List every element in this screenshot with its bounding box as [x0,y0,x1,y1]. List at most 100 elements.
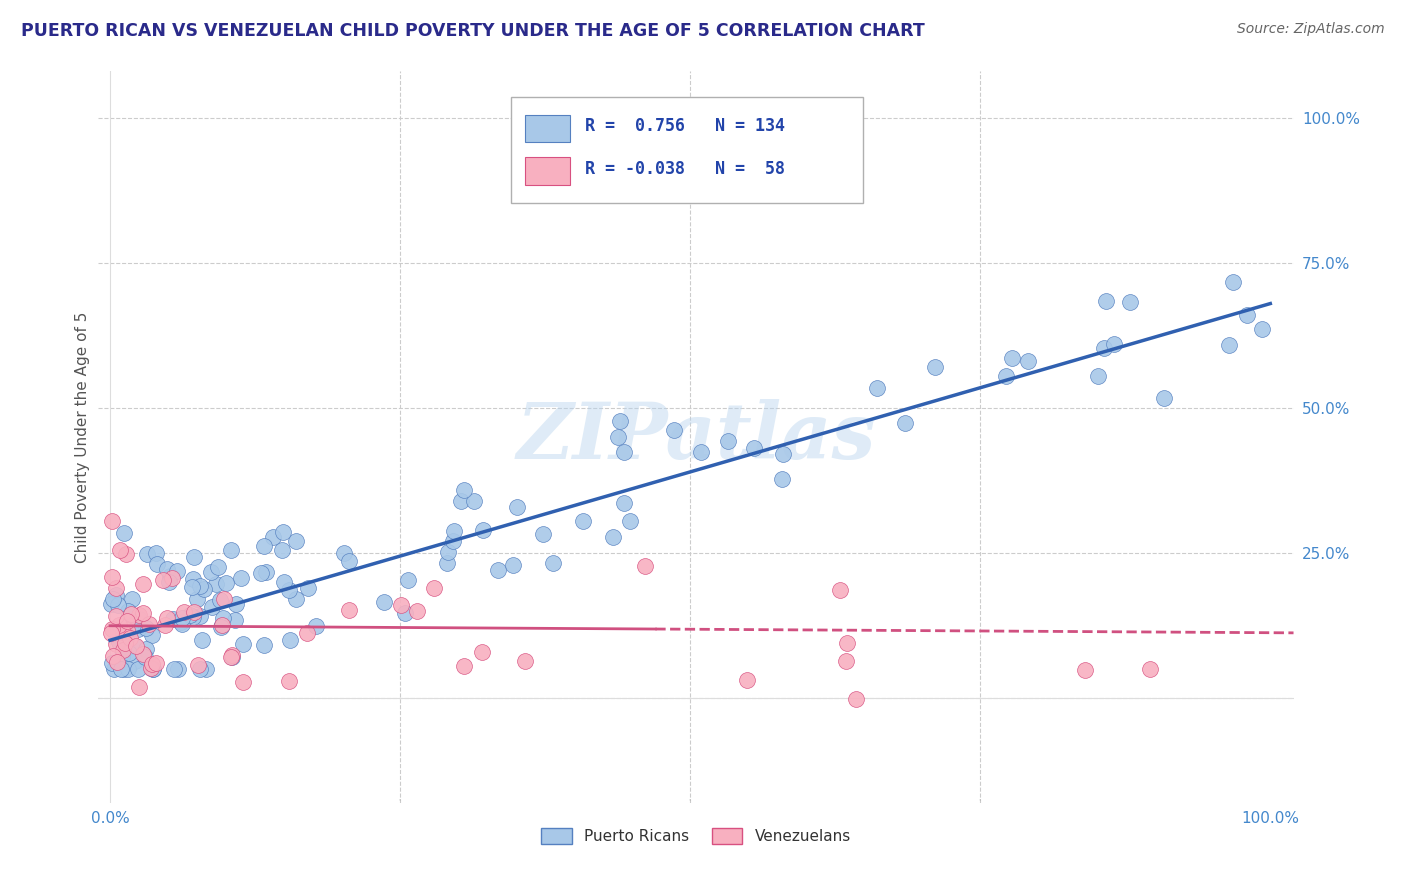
Point [156,610,179,624]
Point [845,691,868,706]
Point [111,625,134,640]
Point [128,616,150,631]
Point [211,618,233,632]
Point [104,637,127,651]
Point [135,641,157,656]
Point [124,639,146,653]
Point [172,617,194,632]
Point [120,607,142,622]
Point [453,483,475,498]
Point [124,654,146,668]
Point [139,661,162,675]
Point [132,606,155,620]
FancyBboxPatch shape [524,157,571,185]
Point [100,597,122,611]
Point [232,637,254,651]
Point [1074,664,1097,678]
Point [134,650,156,665]
Point [128,680,150,694]
Point [450,494,472,508]
Point [1139,662,1161,676]
Point [183,605,205,619]
Point [337,602,360,616]
Point [232,674,254,689]
Point [201,600,224,615]
Point [866,381,889,395]
Point [108,617,131,632]
Point [229,571,252,585]
Point [128,608,150,623]
Point [297,625,319,640]
Point [181,573,204,587]
Point [121,592,143,607]
Point [394,606,416,620]
Point [1236,309,1258,323]
Point [472,524,495,538]
Point [471,645,494,659]
Text: R = -0.038   N =  58: R = -0.038 N = 58 [585,160,785,178]
Point [162,612,184,626]
Point [157,574,180,589]
Point [297,581,319,595]
Point [186,591,208,606]
Point [211,611,233,625]
Point [141,657,163,672]
FancyBboxPatch shape [524,114,571,143]
Point [441,534,464,549]
Point [513,654,536,668]
Point [191,632,214,647]
Point [463,493,485,508]
Point [127,622,149,636]
Point [200,565,222,579]
Point [111,650,134,665]
Point [108,543,131,558]
Point [211,618,233,632]
Point [253,638,276,652]
Point [105,582,128,596]
Point [1001,351,1024,365]
Point [531,526,554,541]
Point [506,500,529,514]
Point [770,473,793,487]
Point [127,615,149,630]
Point [273,575,295,590]
Point [1119,294,1142,309]
Point [142,662,165,676]
Point [169,615,191,629]
Point [179,608,201,623]
Point [772,448,794,462]
Point [1017,353,1039,368]
Point [278,632,301,647]
Point [101,515,124,529]
Point [208,593,231,607]
Point [256,566,278,580]
Point [136,547,159,561]
Point [219,543,242,558]
Point [995,369,1018,384]
Point [107,635,129,649]
Point [619,514,641,528]
Point [159,568,181,582]
Point [337,554,360,568]
Point [131,647,153,661]
Point [115,623,138,637]
Point [664,423,686,437]
Point [486,563,509,577]
Point [735,673,758,688]
Point [277,673,299,688]
Point [613,445,636,459]
Point [304,618,326,632]
Point [190,609,212,624]
Point [117,604,139,618]
Point [924,359,946,374]
Point [101,656,124,670]
Point [118,646,141,660]
Point [167,662,190,676]
Point [209,620,232,634]
Point [250,566,273,581]
Point [572,514,595,528]
Point [207,559,229,574]
Point [541,556,564,570]
Point [105,608,128,623]
Point [262,530,284,544]
